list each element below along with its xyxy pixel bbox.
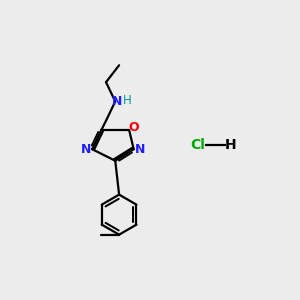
Text: N: N — [112, 95, 123, 108]
Text: Cl: Cl — [190, 138, 205, 152]
Text: N: N — [135, 143, 145, 156]
Text: N: N — [81, 143, 91, 156]
Text: H: H — [225, 138, 237, 152]
Text: H: H — [123, 94, 132, 107]
Text: O: O — [128, 121, 139, 134]
